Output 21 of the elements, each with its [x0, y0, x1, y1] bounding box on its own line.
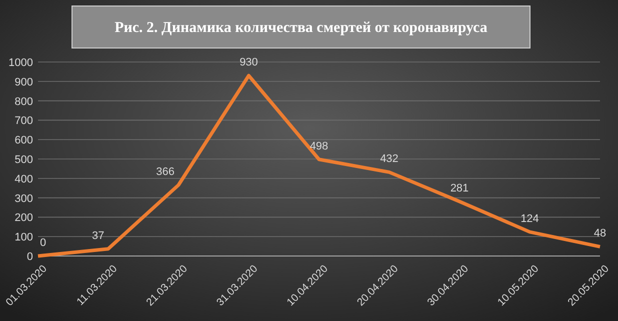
- y-tick-label: 200: [14, 212, 33, 224]
- y-tick-label: 700: [14, 115, 33, 128]
- chart-title: Рис. 2. Динамика количества смертей от коронавируса: [114, 20, 488, 36]
- data-label: 0: [40, 237, 46, 249]
- y-tick-label: 500: [14, 154, 33, 166]
- data-label: 48: [594, 228, 606, 240]
- y-tick-label: 900: [14, 76, 33, 88]
- data-label: 432: [380, 153, 398, 166]
- data-label: 366: [156, 166, 174, 178]
- data-label: 498: [310, 140, 328, 152]
- data-label: 37: [92, 230, 104, 242]
- data-label: 930: [240, 56, 258, 69]
- data-label: 281: [450, 182, 469, 194]
- y-tick-label: 400: [14, 173, 33, 186]
- y-tick-label: 300: [14, 192, 33, 205]
- y-tick-label: 600: [14, 134, 33, 147]
- y-tick-label: 0: [26, 251, 33, 263]
- y-tick-label: 100: [14, 232, 33, 244]
- y-tick-label: 1000: [8, 57, 33, 69]
- y-tick-label: 800: [14, 96, 33, 108]
- data-label: 124: [520, 212, 539, 225]
